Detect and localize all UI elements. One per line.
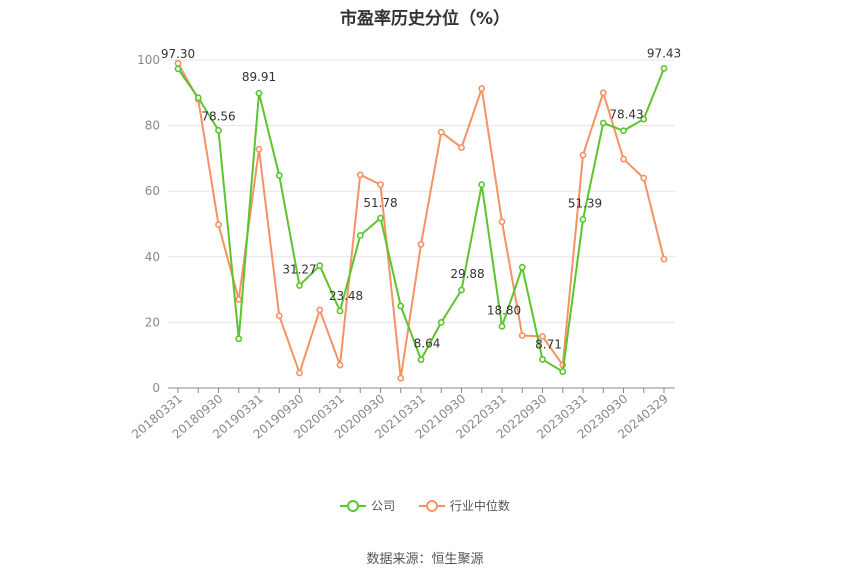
series-line-1	[177, 62, 665, 380]
point-s1-20200930	[377, 181, 384, 189]
point-s1-20220331	[498, 218, 506, 226]
data-label-20230930: 78.43	[609, 108, 643, 122]
label-layer: 97.30 78.56 89.91 31.27 23.48 51.78 8.64 29.88 1…	[161, 46, 681, 351]
data-label-20200930: 51.78	[363, 196, 397, 210]
point-s1-20200331	[336, 361, 344, 369]
y-tick-label-0: 0	[152, 381, 160, 395]
chart-title: 市盈率历史分位（%）	[339, 9, 511, 29]
y-tick-label-40: 40	[145, 250, 160, 264]
point-s0-20231231	[640, 115, 648, 123]
point-s0-20230331	[579, 216, 587, 223]
point-s0-20200331	[336, 307, 344, 315]
point-s0-20240329	[660, 65, 668, 72]
point-s0-20190630	[275, 172, 283, 179]
point-s1-20220930	[539, 333, 546, 340]
data-label-20180930: 78.56	[201, 109, 235, 123]
point-s1-20231231	[640, 174, 648, 182]
point-s1-20180930	[215, 221, 222, 229]
point-s1-20211231	[478, 85, 486, 92]
point-s1-20230331	[579, 151, 587, 159]
y-tick-label-60: 60	[145, 184, 160, 198]
point-s1-20220630	[518, 332, 526, 339]
point-s0-20211231	[478, 181, 486, 189]
point-s1-20181231	[235, 296, 243, 303]
data-label-20240329: 97.43	[647, 46, 681, 60]
point-s0-20200630	[356, 232, 364, 239]
point-s1-20200630	[356, 171, 364, 179]
point-s0-20180930	[215, 126, 222, 134]
point-s0-20220331	[498, 322, 506, 330]
point-s1-20230930	[620, 155, 627, 163]
legend-label-industry-median: 行业中位数	[449, 499, 510, 513]
point-s1-20210930	[458, 144, 465, 151]
data-label-20230331: 51.39	[568, 196, 602, 210]
point-s0-20210930	[458, 286, 465, 294]
point-s0-20220930	[539, 356, 546, 363]
legend-item-industry-median[interactable]: 行业中位数	[418, 497, 510, 514]
data-label-20200331: 23.48	[329, 289, 363, 303]
point-s1-20180331	[174, 59, 182, 67]
legend-label-company: 公司	[371, 499, 396, 513]
point-s0-20210331	[417, 356, 425, 364]
point-s0-20180331	[174, 65, 182, 73]
point-s1-20191231	[316, 306, 324, 314]
point-s1-20190630	[275, 312, 283, 320]
y-tick-label-20: 20	[145, 315, 160, 329]
point-s0-20220630	[518, 263, 526, 271]
point-s1-20210331	[417, 240, 425, 248]
point-s0-20180630	[194, 94, 202, 102]
data-label-20190331: 89.91	[242, 70, 276, 84]
point-s1-20240329	[660, 255, 668, 263]
data-label-20210930: 29.88	[450, 267, 484, 281]
y-tick-label-100: 100	[137, 53, 160, 67]
legend-swatch-industry-median	[418, 499, 445, 512]
point-s0-20221231	[559, 368, 567, 375]
point-s0-20230630	[599, 119, 607, 127]
point-s1-20210630	[437, 128, 445, 136]
point-s1-20190930	[296, 369, 303, 377]
point-s1-20190331	[255, 145, 263, 153]
data-label-20220930: 8.71	[535, 337, 562, 351]
data-label-20210331: 8.64	[414, 337, 441, 351]
point-s0-20190331	[255, 89, 263, 97]
point-s0-20210630	[437, 318, 445, 326]
point-s1-20201231	[397, 374, 405, 382]
point-s0-20190930	[296, 282, 303, 289]
series-line-0	[177, 68, 665, 373]
data-source: 数据来源：恒生聚源	[366, 552, 484, 567]
point-s0-20200930	[377, 214, 384, 222]
data-label-20180331: 97.30	[161, 47, 195, 61]
point-s0-20191231	[316, 262, 324, 270]
point-s1-20230630	[599, 89, 607, 97]
point-s0-20201231	[397, 302, 405, 310]
grid-layer	[168, 59, 675, 323]
y-tick-label-80: 80	[145, 119, 160, 133]
data-label-20190930: 31.27	[282, 262, 316, 276]
series-layer	[174, 59, 668, 382]
data-label-20220331: 18.80	[487, 303, 521, 317]
point-s0-20230930	[620, 127, 627, 135]
legend: 公司 行业中位数	[0, 497, 850, 515]
legend-item-company[interactable]: 公司	[340, 497, 395, 514]
legend-swatch-company	[340, 499, 367, 512]
point-s0-20181231	[235, 335, 243, 343]
